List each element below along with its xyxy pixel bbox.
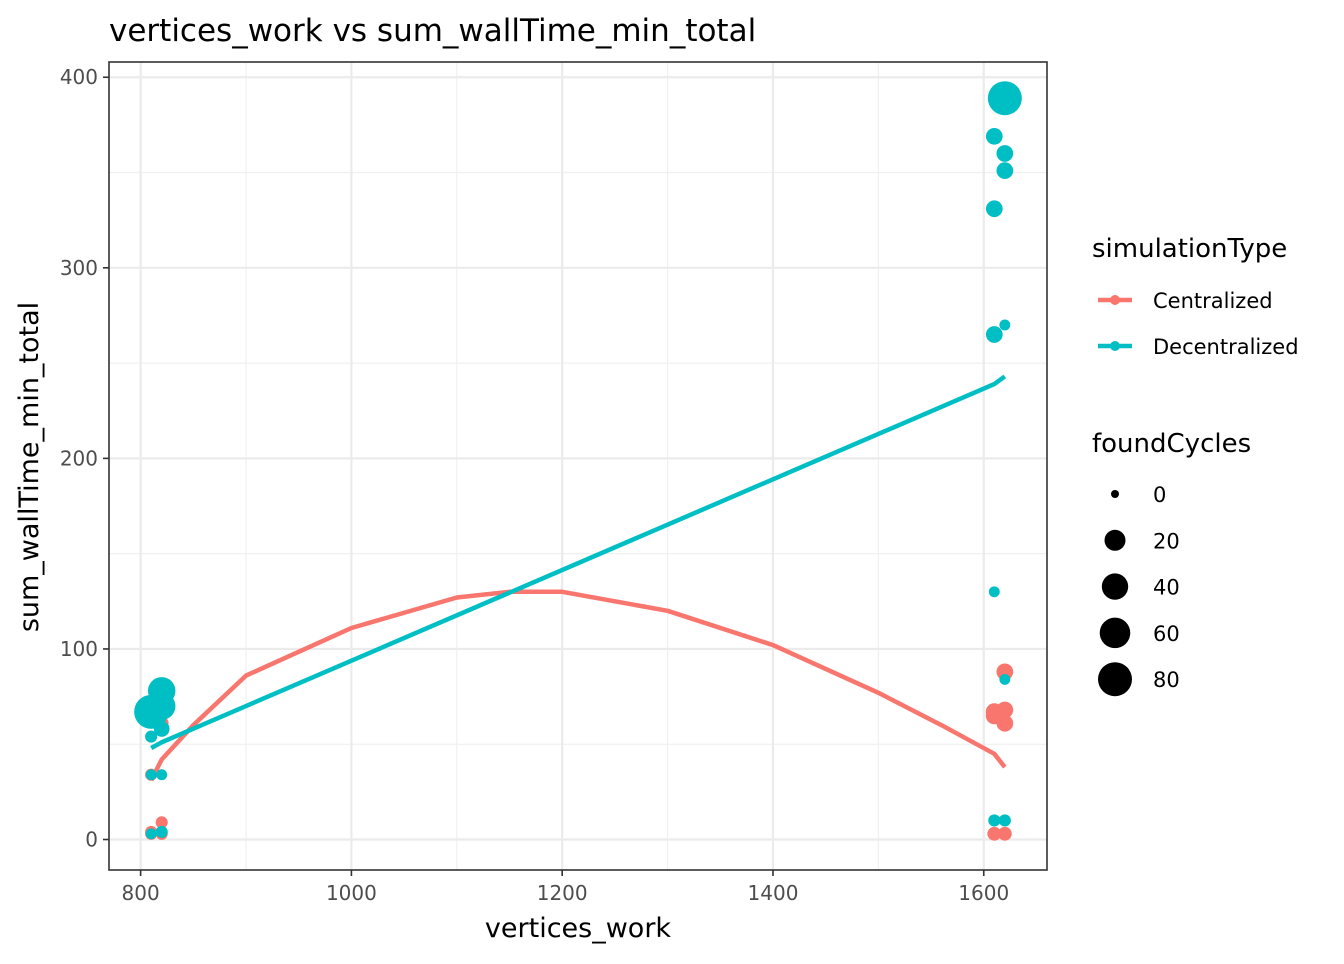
x-tick-label: 1400 xyxy=(748,881,799,905)
legend-size-label: 40 xyxy=(1153,576,1180,600)
point-centralized xyxy=(997,826,1012,841)
point-decentralized xyxy=(145,828,157,840)
legend-label: Decentralized xyxy=(1153,335,1299,359)
y-axis-title: sum_wallTime_min_total xyxy=(14,302,45,632)
chart-title: vertices_work vs sum_wallTime_min_total xyxy=(109,13,756,49)
point-decentralized xyxy=(156,769,168,781)
legend-size-key xyxy=(1098,662,1132,697)
point-decentralized xyxy=(996,145,1014,162)
x-axis-ticks: 800 1000 1200 1400 1600 xyxy=(122,870,1009,905)
point-decentralized xyxy=(985,326,1003,343)
point-decentralized xyxy=(985,200,1003,218)
data-points xyxy=(134,81,1022,841)
legend-size-label: 80 xyxy=(1153,668,1180,692)
legend-size-label: 60 xyxy=(1153,622,1180,646)
x-tick-label: 1200 xyxy=(537,881,588,905)
x-tick-label: 1600 xyxy=(958,881,1009,905)
y-axis-ticks: 0 100 200 300 400 xyxy=(60,65,109,852)
y-tick-label: 400 xyxy=(60,65,98,89)
legend-simulation-type: simulationType Centralized Decentralized xyxy=(1092,234,1299,359)
legend-found-cycles: foundCycles 0 20 40 60 80 xyxy=(1092,429,1251,697)
point-decentralized xyxy=(987,81,1022,116)
point-decentralized xyxy=(999,319,1011,331)
legend-label: Centralized xyxy=(1153,289,1273,313)
smooth-line-decentralized xyxy=(150,374,1007,750)
smooth-line-centralized xyxy=(149,589,1007,782)
legend-size-key xyxy=(1099,617,1131,649)
legend-key-point xyxy=(1110,295,1120,305)
y-tick-label: 100 xyxy=(60,637,98,661)
legend-size-title: foundCycles xyxy=(1092,429,1251,459)
x-axis-title: vertices_work xyxy=(485,913,672,944)
point-centralized xyxy=(155,816,168,829)
legend-size-label: 0 xyxy=(1153,483,1166,507)
legend-size-label: 20 xyxy=(1153,529,1180,553)
point-decentralized xyxy=(998,814,1011,827)
point-decentralized xyxy=(996,162,1014,179)
legend-size-key xyxy=(1111,490,1119,498)
y-tick-label: 0 xyxy=(85,828,98,852)
plot-panel-border xyxy=(108,61,1048,871)
point-decentralized xyxy=(145,769,157,781)
x-tick-label: 1000 xyxy=(326,881,377,905)
point-decentralized xyxy=(155,825,168,838)
point-decentralized xyxy=(999,673,1011,685)
y-tick-label: 200 xyxy=(60,446,98,470)
legend-size-key xyxy=(1104,529,1126,551)
smooth-lines xyxy=(149,374,1007,782)
y-tick-label: 300 xyxy=(60,256,98,280)
point-centralized xyxy=(996,701,1014,719)
point-decentralized xyxy=(147,677,176,705)
point-decentralized xyxy=(985,127,1003,145)
legend-key-point xyxy=(1110,341,1120,351)
x-tick-label: 800 xyxy=(122,881,160,905)
point-decentralized xyxy=(145,730,158,743)
legend-size-key xyxy=(1101,573,1129,600)
point-decentralized xyxy=(988,814,1001,827)
point-centralized xyxy=(987,826,1002,841)
grid-minor xyxy=(109,62,1047,870)
grid-major xyxy=(109,62,1047,870)
point-decentralized xyxy=(988,586,1000,598)
point-centralized xyxy=(996,714,1014,732)
legend-color-title: simulationType xyxy=(1092,234,1287,264)
